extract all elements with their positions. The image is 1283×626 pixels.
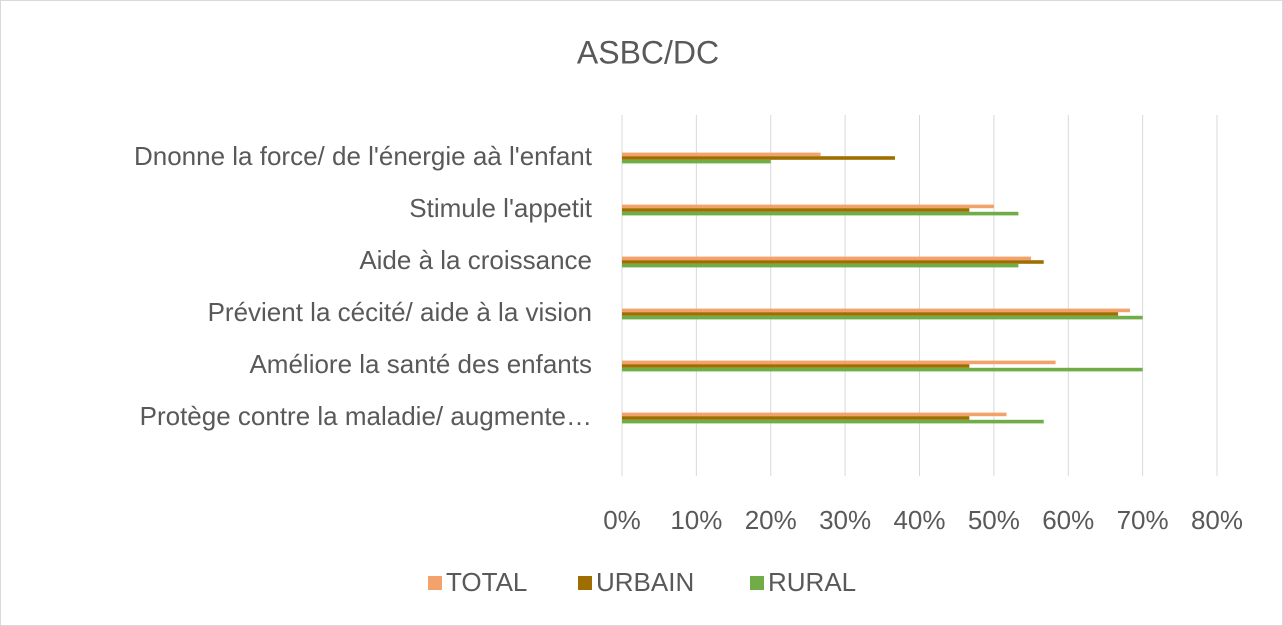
x-tick-label: 50% (968, 505, 1020, 535)
y-tick-label: Améliore la santé des enfants (249, 349, 592, 379)
y-tick-label: Aide à la croissance (359, 245, 592, 275)
legend-swatch (578, 576, 592, 590)
legend-swatch (428, 576, 442, 590)
bar (622, 211, 1019, 216)
bar (622, 159, 771, 164)
bar (622, 416, 970, 420)
x-tick-label: 20% (745, 505, 797, 535)
bar (622, 360, 1056, 365)
x-tick-label: 40% (893, 505, 945, 535)
x-tick-label: 30% (819, 505, 871, 535)
bar (622, 312, 1119, 316)
bar (622, 260, 1044, 264)
legend-label: TOTAL (446, 567, 527, 597)
bar (622, 204, 994, 209)
x-tick-label: 0% (603, 505, 641, 535)
x-tick-label: 70% (1117, 505, 1169, 535)
bar (622, 419, 1044, 424)
legend-swatch (750, 576, 764, 590)
bar (622, 412, 1007, 417)
y-tick-label: Protège contre la maladie/ augmente… (140, 401, 592, 431)
y-tick-label: Stimule l'appetit (409, 193, 593, 223)
legend-label: RURAL (768, 567, 856, 597)
chart-title: ASBC/DC (577, 34, 719, 70)
x-tick-label: 60% (1042, 505, 1094, 535)
x-tick-label: 80% (1191, 505, 1243, 535)
bar (622, 208, 970, 212)
bar (622, 315, 1143, 320)
y-tick-label: Dnonne la force/ de l'énergie aà l'enfan… (134, 141, 593, 171)
bar (622, 367, 1143, 372)
bar (622, 364, 970, 368)
bar (622, 156, 895, 160)
legend-label: URBAIN (596, 567, 694, 597)
bar (622, 256, 1032, 261)
x-tick-label: 10% (670, 505, 722, 535)
y-tick-label: Prévient la cécité/ aide à la vision (208, 297, 592, 327)
bar (622, 263, 1019, 268)
bar (622, 152, 821, 157)
bar (622, 308, 1130, 313)
